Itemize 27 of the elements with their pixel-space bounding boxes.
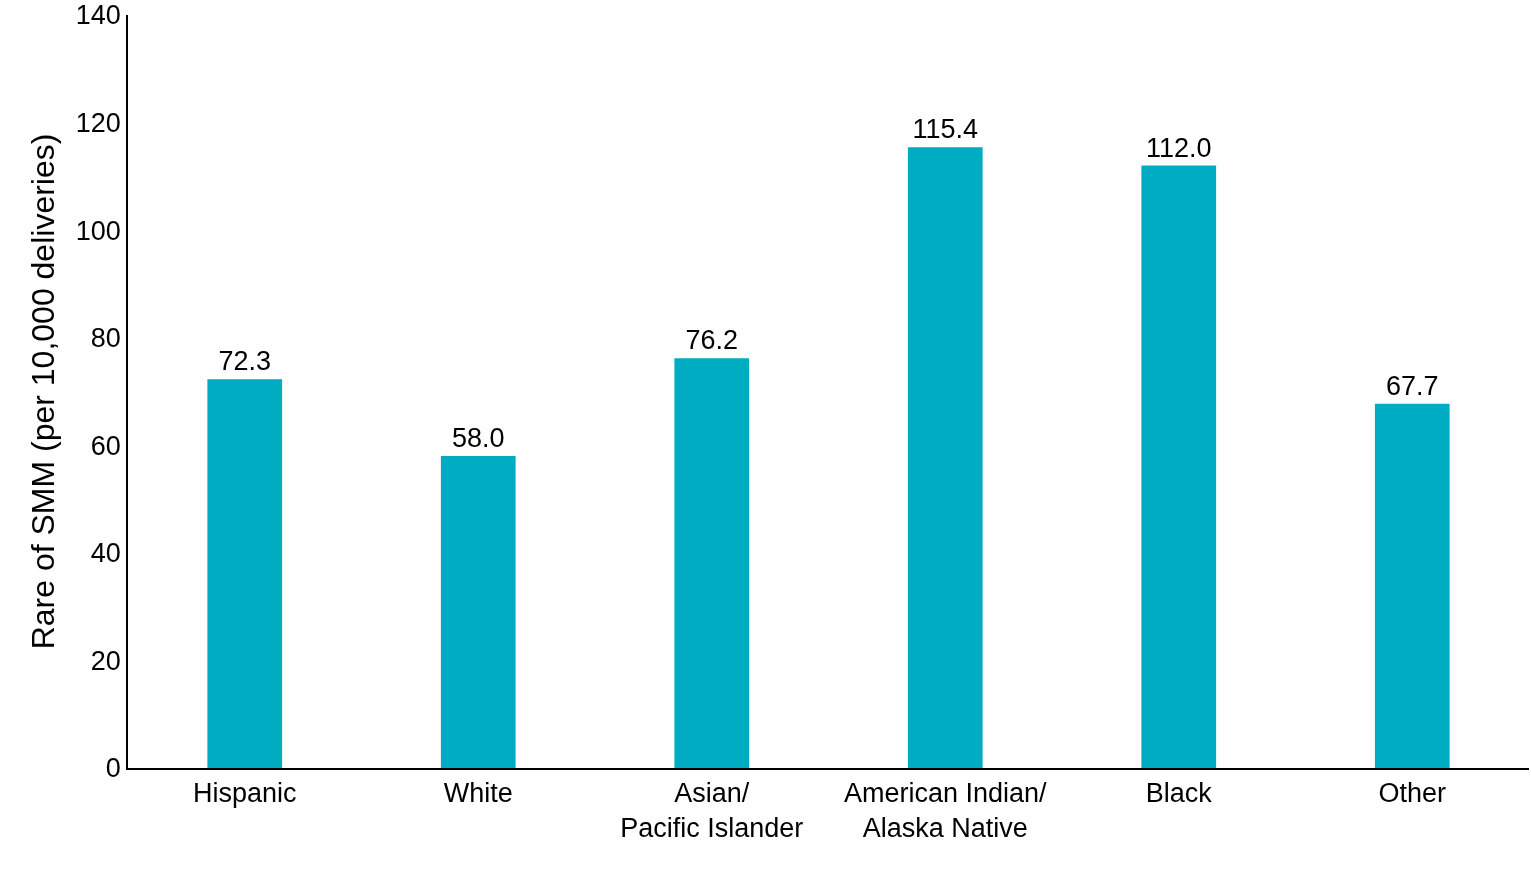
x-tick-label: Hispanic xyxy=(192,778,297,809)
data-label: 115.4 xyxy=(912,114,979,145)
bar xyxy=(674,358,750,768)
y-tick-label: 20 xyxy=(90,645,121,676)
y-tick-label: 140 xyxy=(75,0,121,31)
data-label: 112.0 xyxy=(1145,132,1212,163)
x-tick-label: American Indian/ Alaska Native xyxy=(843,778,1048,844)
x-tick-label: Asian/ Pacific Islander xyxy=(620,778,804,844)
y-tick-label: 100 xyxy=(75,215,121,246)
y-tick-label: 40 xyxy=(90,538,121,569)
x-tick-label: Black xyxy=(1145,778,1213,809)
y-tick-label: 120 xyxy=(75,108,121,139)
data-label: 72.3 xyxy=(218,346,272,377)
y-tick-label: 0 xyxy=(105,753,121,784)
bar xyxy=(440,456,516,768)
y-axis-title: Rare of SMM (per 10,000 deliveries) xyxy=(24,133,61,650)
bar xyxy=(907,147,983,768)
data-label: 58.0 xyxy=(451,423,505,454)
y-tick-label: 60 xyxy=(90,430,121,461)
y-tick-label: 80 xyxy=(90,323,121,354)
bar xyxy=(207,379,283,768)
x-tick-label: Other xyxy=(1378,778,1447,809)
x-tick-label: White xyxy=(443,778,513,809)
data-label: 76.2 xyxy=(685,325,739,356)
bar xyxy=(1374,403,1450,768)
data-label: 67.7 xyxy=(1385,370,1439,401)
bar xyxy=(1141,165,1217,768)
